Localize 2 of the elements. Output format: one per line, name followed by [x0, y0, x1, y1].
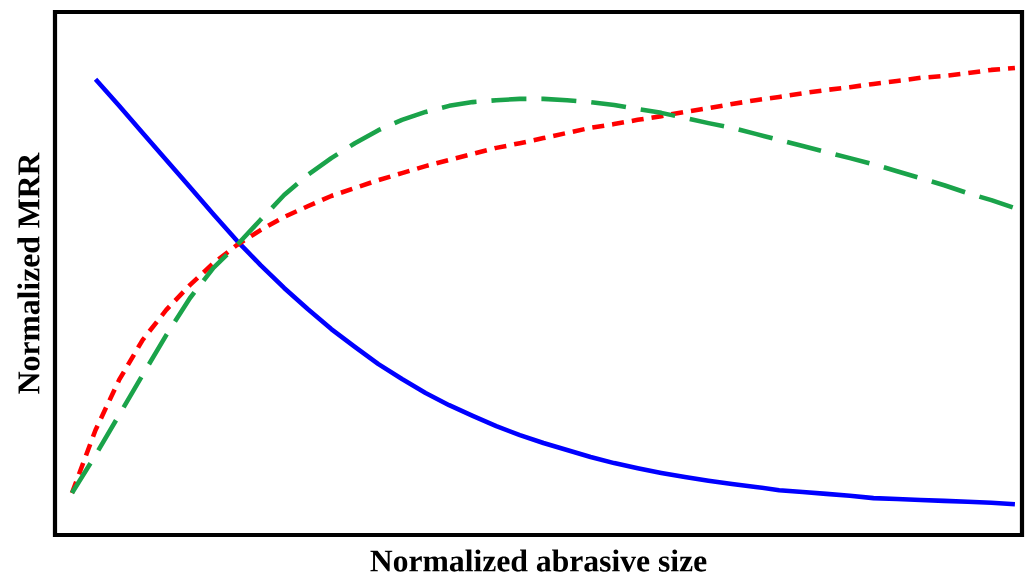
y-axis-title: Normalized MRR — [17, 152, 40, 394]
x-axis-title: Normalized abrasive size — [370, 549, 707, 572]
